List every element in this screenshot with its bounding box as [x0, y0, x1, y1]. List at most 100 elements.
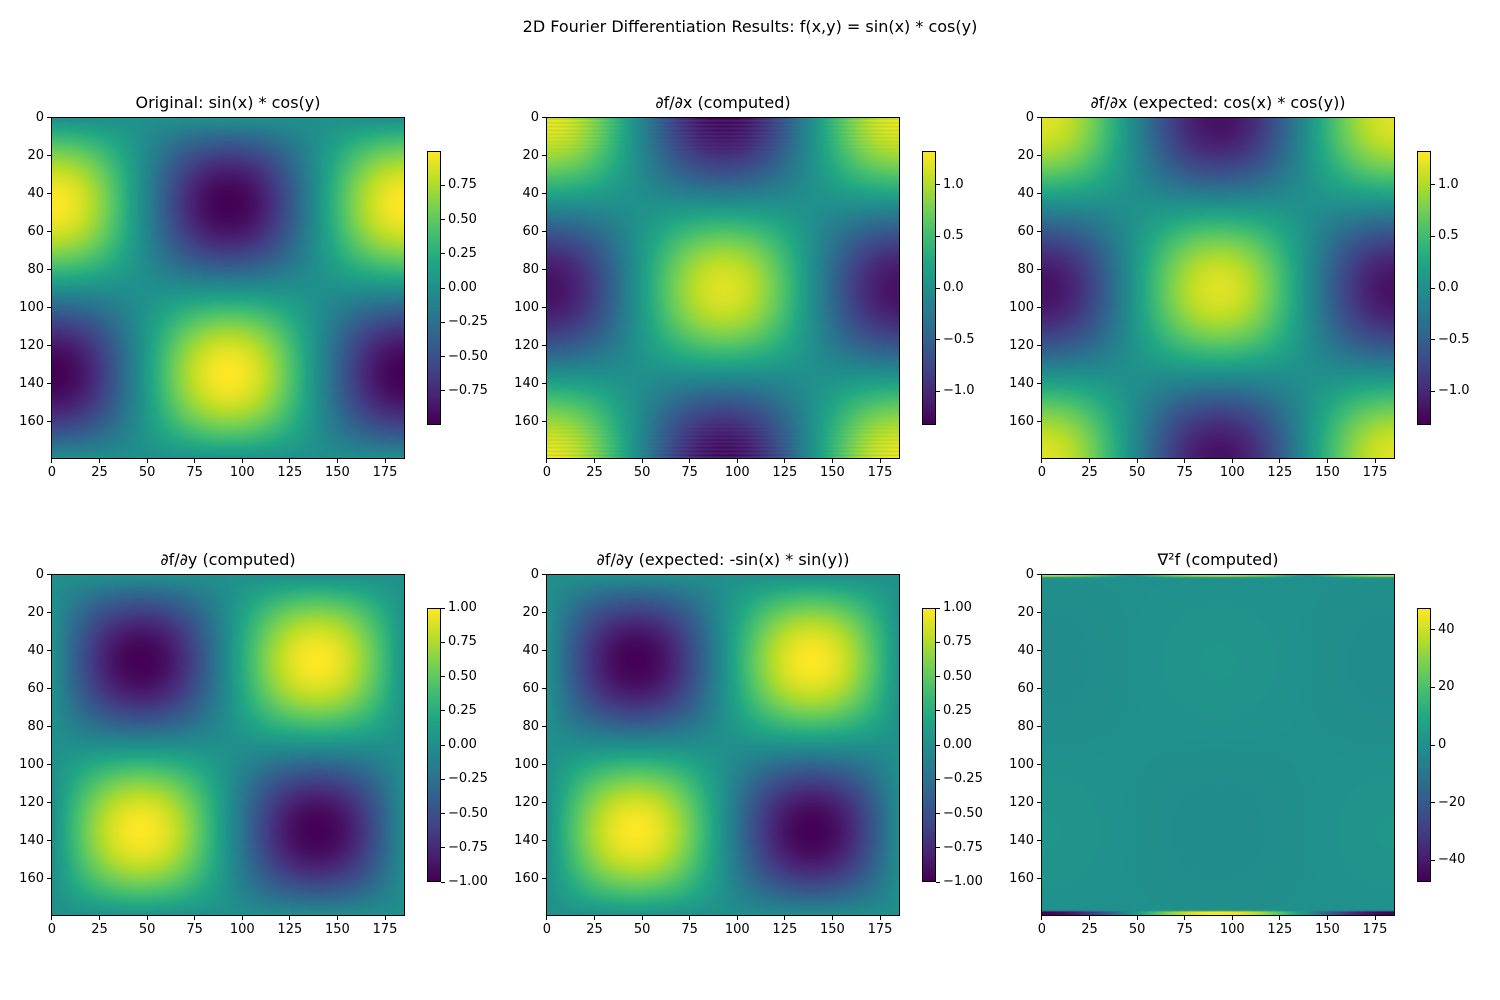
colorbar-tick-label: −0.50	[943, 805, 983, 821]
y-tick-label: 60	[1017, 223, 1034, 239]
y-tick-label: 100	[514, 756, 539, 772]
colorbar-tick-label: 0.25	[943, 702, 972, 718]
colorbar-tick-label: 0.0	[943, 280, 964, 295]
y-tick-label: 20	[1017, 147, 1034, 163]
y-tick-label: 80	[1017, 261, 1034, 277]
y-tick-label: 0	[35, 566, 44, 582]
y-tick-label: 20	[27, 147, 44, 163]
x-tick	[831, 459, 833, 463]
y-tick-label: 0	[35, 109, 44, 125]
y-tick-label: 160	[514, 870, 539, 886]
colorbar-tick	[441, 184, 445, 186]
y-tick	[542, 231, 546, 233]
heatmap-axes	[51, 117, 405, 459]
y-tick	[1037, 117, 1041, 119]
colorbar-tick	[441, 287, 445, 289]
colorbar-tick	[1431, 629, 1435, 631]
y-tick	[542, 307, 546, 309]
y-tick-label: 100	[19, 299, 44, 315]
colorbar-gradient	[428, 609, 440, 881]
x-tick-label: 50	[138, 465, 156, 480]
y-tick	[1037, 269, 1041, 271]
colorbar-gradient	[923, 609, 935, 881]
colorbar-tick-label: −0.50	[448, 805, 488, 821]
colorbar-tick-label: −0.50	[448, 348, 488, 364]
y-tick-label: 80	[27, 261, 44, 277]
y-tick	[1037, 193, 1041, 195]
x-tick	[1184, 459, 1186, 463]
colorbar-tick	[441, 847, 445, 849]
heatmap-image	[52, 575, 404, 915]
x-tick	[594, 916, 596, 920]
y-tick	[542, 650, 546, 652]
y-tick-label: 140	[1009, 832, 1034, 848]
colorbar-tick	[1431, 686, 1435, 688]
x-tick-label: 0	[1037, 465, 1047, 480]
x-tick-label: 150	[325, 922, 350, 937]
y-tick-label: 100	[1009, 756, 1034, 772]
x-tick	[1041, 459, 1043, 463]
y-tick-label: 140	[514, 832, 539, 848]
y-tick-label: 140	[19, 832, 44, 848]
y-tick	[542, 345, 546, 347]
x-tick	[1374, 916, 1376, 920]
y-tick	[47, 650, 51, 652]
heatmap-axes	[546, 574, 900, 916]
x-tick	[879, 916, 881, 920]
colorbar-tick-label: −0.25	[943, 771, 983, 787]
y-tick	[542, 878, 546, 880]
x-tick-label: 25	[586, 922, 603, 937]
colorbar-tick-label: 0.25	[448, 702, 477, 718]
y-tick	[47, 840, 51, 842]
y-tick-label: 120	[1009, 794, 1034, 810]
x-tick-label: 150	[325, 465, 350, 480]
colorbar-tick	[441, 676, 445, 677]
heatmap-image	[1042, 118, 1394, 458]
panel-title: ∂f/∂y (computed)	[160, 550, 296, 569]
y-tick	[1037, 383, 1041, 385]
y-tick-label: 160	[1009, 413, 1034, 429]
colorbar-tick	[441, 253, 445, 255]
y-tick-label: 120	[19, 794, 44, 810]
y-tick	[542, 574, 546, 576]
panel-title: ∇²f (computed)	[1157, 550, 1279, 569]
panel-title: Original: sin(x) * cos(y)	[135, 93, 321, 112]
x-tick-label: 150	[820, 465, 845, 480]
x-tick-label: 0	[1037, 922, 1047, 937]
x-tick-label: 25	[91, 465, 108, 480]
x-tick-label: 175	[867, 465, 893, 480]
x-tick-label: 125	[772, 922, 798, 937]
y-tick	[47, 764, 51, 766]
panel-title: ∂f/∂y (expected: -sin(x) * sin(y))	[596, 550, 850, 569]
colorbar-tick-label: −0.75	[943, 839, 983, 855]
x-tick	[1231, 459, 1233, 463]
x-tick-label: 100	[1219, 465, 1245, 480]
y-tick	[1037, 231, 1041, 233]
heatmap-axes	[1041, 574, 1395, 916]
y-tick-label: 120	[19, 337, 44, 353]
y-tick	[47, 878, 51, 880]
heatmap-image	[1042, 575, 1394, 915]
x-tick	[1374, 459, 1376, 463]
x-tick-label: 125	[277, 465, 303, 480]
x-tick	[146, 459, 148, 463]
x-tick	[1136, 459, 1138, 463]
x-tick-label: 150	[820, 922, 845, 937]
heatmap-image	[547, 575, 899, 915]
y-tick	[542, 193, 546, 195]
y-tick	[47, 155, 51, 157]
colorbar-tick	[936, 778, 940, 780]
x-tick	[336, 916, 338, 920]
x-tick-label: 100	[724, 465, 750, 480]
y-tick-label: 120	[1009, 337, 1034, 353]
x-tick	[594, 459, 596, 463]
heatmap-axes	[51, 574, 405, 916]
x-tick	[831, 916, 833, 920]
x-tick-label: 0	[542, 922, 552, 937]
colorbar	[1417, 608, 1431, 882]
x-tick-label: 0	[542, 465, 552, 480]
colorbar-tick	[441, 641, 445, 643]
y-tick	[1037, 878, 1041, 880]
colorbar-tick-label: 0.0	[1438, 280, 1459, 295]
colorbar-tick-label: 0.25	[448, 245, 477, 261]
